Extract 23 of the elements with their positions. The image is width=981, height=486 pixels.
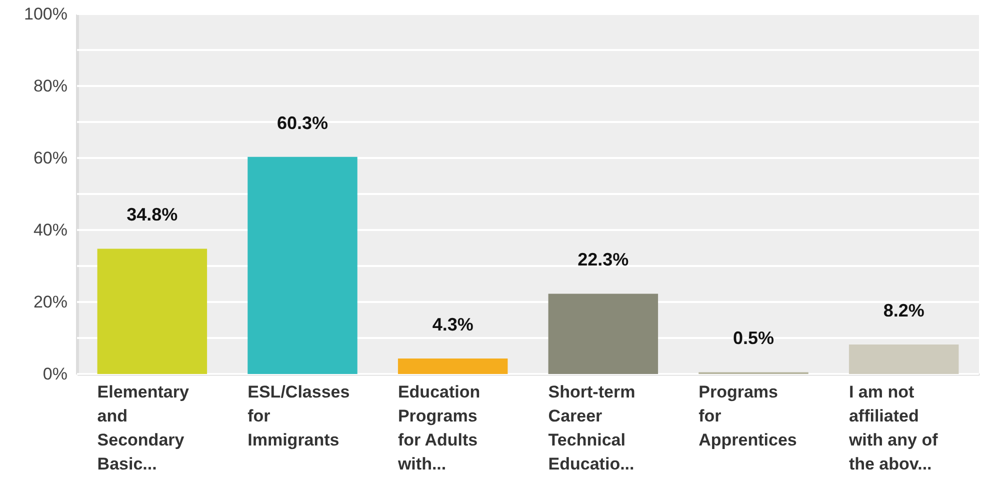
x-tick-label: Programs for Apprentices xyxy=(698,382,797,450)
data-label: 34.8% xyxy=(126,204,178,225)
data-label: 60.3% xyxy=(276,112,328,133)
y-tick-label: 40% xyxy=(33,220,68,240)
bar xyxy=(97,248,208,374)
bar xyxy=(248,156,358,374)
x-tick-label: Education Programs for Adults with... xyxy=(396,382,480,474)
data-label: 0.5% xyxy=(732,328,774,348)
x-tick-label: Elementary and Secondary Basic... xyxy=(97,382,190,474)
y-tick-label: 100% xyxy=(24,4,68,24)
y-tick-label: 80% xyxy=(33,76,68,96)
bar xyxy=(548,294,658,374)
y-tick-label: 20% xyxy=(33,292,68,312)
data-label: 4.3% xyxy=(432,314,474,335)
y-tick-label: 0% xyxy=(42,364,68,384)
x-tick-label: I am not affiliated with any of the abov... xyxy=(848,382,938,474)
bar xyxy=(398,358,508,374)
x-tick-label: Short-term Career Technical Educatio... xyxy=(548,382,636,474)
data-label: 8.2% xyxy=(883,300,924,320)
data-label: 22.3% xyxy=(578,250,629,270)
y-tick-label: 60% xyxy=(33,148,68,168)
x-tick-label: ESL/Classes for Immigrants xyxy=(248,382,350,450)
bar xyxy=(848,344,959,374)
